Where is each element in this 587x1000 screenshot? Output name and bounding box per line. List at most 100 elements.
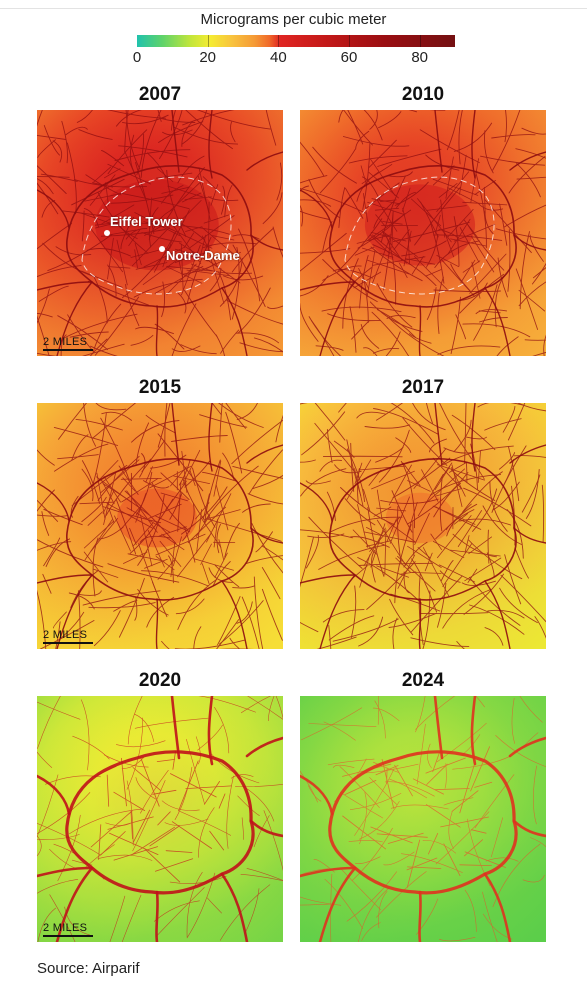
- road-segment: [192, 467, 216, 528]
- road-segment: [444, 763, 447, 789]
- road-segment: [244, 888, 260, 934]
- central-hotspot: [385, 492, 455, 544]
- road-segment: [300, 303, 319, 342]
- road-segment: [437, 276, 444, 335]
- central-street: [439, 462, 453, 481]
- road-segment: [440, 560, 454, 582]
- road-segment: [429, 474, 502, 496]
- road-segment: [378, 111, 402, 129]
- road-segment: [262, 192, 283, 225]
- highway: [208, 403, 213, 472]
- highway: [319, 574, 356, 649]
- road-segment: [159, 117, 196, 123]
- central-street: [106, 503, 153, 529]
- central-street: [215, 484, 229, 531]
- road-segment: [517, 403, 546, 412]
- central-street: [149, 197, 153, 219]
- road-segment: [83, 403, 97, 447]
- central-street: [162, 232, 175, 268]
- road-segment: [374, 700, 386, 739]
- road-segment: [521, 127, 546, 135]
- central-street: [204, 509, 241, 520]
- central-street: [442, 542, 473, 587]
- central-street: [103, 472, 116, 525]
- central-street: [114, 515, 131, 552]
- highway: [155, 305, 159, 356]
- road-segment: [439, 570, 461, 583]
- central-street: [397, 555, 436, 592]
- road-segment: [360, 324, 380, 349]
- road-segment: [363, 347, 378, 356]
- central-street: [450, 238, 487, 247]
- central-street: [210, 184, 219, 206]
- central-street: [379, 199, 397, 202]
- road-segment: [240, 874, 283, 882]
- road-segment: [515, 148, 546, 159]
- road-segment: [351, 827, 393, 881]
- central-street: [434, 788, 470, 791]
- central-street: [407, 545, 442, 568]
- highway: [484, 287, 511, 356]
- road-segment: [511, 697, 515, 744]
- road-segment: [463, 573, 504, 615]
- highway: [433, 696, 444, 760]
- highway: [170, 696, 181, 760]
- road-segment: [122, 244, 172, 299]
- central-street: [132, 767, 162, 792]
- central-street: [101, 204, 135, 225]
- road-segment: [174, 639, 245, 649]
- road-segment: [77, 590, 81, 649]
- highway: [300, 189, 333, 229]
- road-segment: [356, 411, 386, 419]
- central-street: [172, 536, 182, 567]
- road-segment: [57, 454, 99, 460]
- scale-bar: [43, 349, 93, 351]
- central-street: [132, 522, 154, 547]
- central-street: [169, 773, 217, 798]
- road-segment: [301, 411, 346, 456]
- road-segment: [300, 185, 310, 193]
- road-segment: [65, 126, 88, 136]
- central-street: [218, 793, 226, 809]
- central-street: [218, 539, 225, 561]
- road-segment: [389, 598, 414, 636]
- central-street: [444, 232, 455, 258]
- road-segment: [448, 811, 454, 849]
- road-segment: [475, 172, 487, 249]
- road-segment: [425, 403, 433, 424]
- road-segment: [157, 403, 171, 448]
- road-segment: [323, 721, 356, 741]
- road-segment: [300, 896, 342, 906]
- road-segment: [88, 602, 156, 609]
- central-street: [463, 219, 479, 239]
- highway: [37, 281, 93, 291]
- scale-bar: [43, 642, 93, 644]
- central-street: [107, 816, 154, 830]
- road-segment: [515, 268, 539, 330]
- central-street: [121, 478, 159, 503]
- central-street: [79, 212, 116, 226]
- road-segment: [64, 906, 91, 936]
- road-segment: [356, 171, 379, 202]
- road-segment: [389, 778, 428, 799]
- road-segment: [263, 810, 283, 872]
- road-segment: [124, 110, 129, 153]
- road-segment: [85, 174, 122, 196]
- road-segment: [255, 531, 273, 553]
- central-street: [185, 226, 203, 232]
- central-street: [155, 515, 191, 533]
- road-segment: [252, 474, 283, 490]
- road-segment: [275, 696, 283, 720]
- road-segment: [383, 851, 415, 866]
- central-street: [383, 231, 418, 258]
- road-segment: [37, 539, 104, 568]
- central-street: [435, 503, 472, 540]
- road-segment: [37, 879, 79, 894]
- central-street: [440, 816, 490, 828]
- road-segment: [300, 232, 347, 272]
- road-segment: [425, 154, 460, 171]
- road-segment: [177, 578, 218, 630]
- road-segment: [241, 696, 271, 714]
- central-street: [436, 254, 460, 268]
- central-street: [434, 466, 451, 490]
